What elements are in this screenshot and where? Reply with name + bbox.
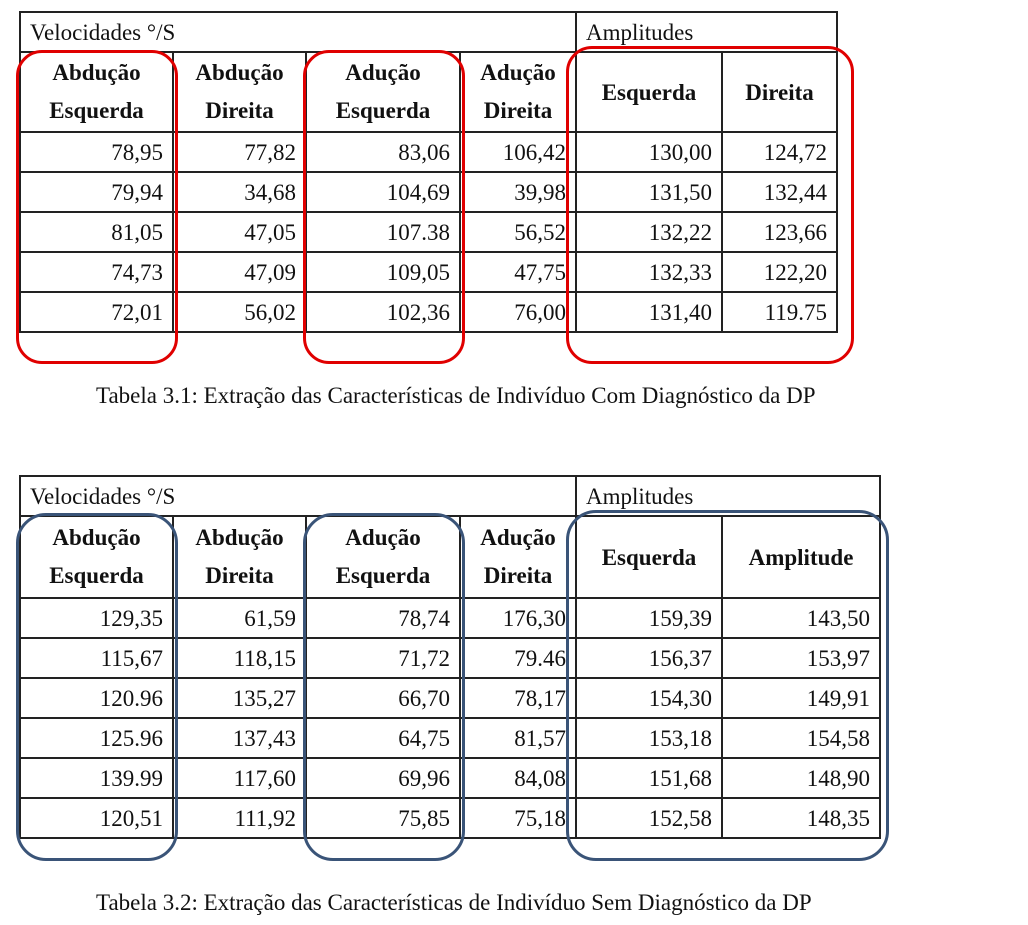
table-row: 120.96 135,27 66,70 78,17 154,30 149,91 — [19, 677, 882, 719]
group-header-velocities: Velocidades °/S — [18, 11, 578, 53]
table-2: Velocidades °/S Amplitudes Abdução Esquer… — [18, 475, 882, 839]
table-cell: 47,09 — [172, 251, 307, 293]
table-cell: 78,17 — [458, 677, 578, 719]
table-cell: 106,42 — [458, 131, 578, 173]
table-cell: 137,43 — [172, 717, 307, 759]
col-header-amplitude: Amplitude — [721, 515, 882, 599]
table-cell: 152,58 — [575, 797, 724, 839]
table-cell: 117,60 — [172, 757, 307, 799]
group-header-amplitudes: Amplitudes — [575, 11, 839, 53]
table-cell: 39,98 — [458, 171, 578, 213]
table-row: 72,01 56,02 102,36 76,00 131,40 119.75 — [19, 291, 839, 333]
table-cell: 131,40 — [575, 291, 724, 333]
table-row: 78,95 77,82 83,06 106,42 130,00 124,72 — [19, 131, 839, 173]
table-cell: 47,05 — [172, 211, 307, 253]
table-cell: 47,75 — [458, 251, 578, 293]
table-cell: 148,35 — [721, 797, 882, 839]
table-cell: 115,67 — [19, 637, 174, 679]
col-header-abducao-direita: Abdução Direita — [172, 515, 307, 599]
table-cell: 81,57 — [458, 717, 578, 759]
group-header-amplitudes: Amplitudes — [575, 475, 882, 517]
table-cell: 78,74 — [305, 597, 461, 639]
table-1: Velocidades °/S Amplitudes Abdução Esquer… — [18, 11, 839, 333]
table-row: 139.99 117,60 69,96 84,08 151,68 148,90 — [19, 757, 882, 799]
table-cell: 77,82 — [172, 131, 307, 173]
table-cell: 148,90 — [721, 757, 882, 799]
col-header-aducao-direita: Adução Direita — [458, 515, 578, 599]
col-header-amp-esquerda: Esquerda — [575, 51, 724, 133]
table-cell: 79,94 — [19, 171, 174, 213]
table-cell: 109,05 — [305, 251, 461, 293]
table-cell: 154,58 — [721, 717, 882, 759]
table-cell: 107.38 — [305, 211, 461, 253]
table-cell: 139.99 — [19, 757, 174, 799]
table-cell: 153,18 — [575, 717, 724, 759]
col-header-abducao-esquerda: Abdução Esquerda — [19, 51, 174, 133]
table-cell: 120,51 — [19, 797, 174, 839]
col-header-abducao-esquerda: Abdução Esquerda — [19, 515, 174, 599]
table-cell: 34,68 — [172, 171, 307, 213]
table-1-caption: Tabela 3.1: Extração das Características… — [96, 383, 816, 408]
table-cell: 135,27 — [172, 677, 307, 719]
table-cell: 75,18 — [458, 797, 578, 839]
table-cell: 151,68 — [575, 757, 724, 799]
table-cell: 83,06 — [305, 131, 461, 173]
table-cell: 122,20 — [721, 251, 839, 293]
table-cell: 153,97 — [721, 637, 882, 679]
col-header-amp-direita: Direita — [721, 51, 839, 133]
table-cell: 102,36 — [305, 291, 461, 333]
table-2-body: 129,35 61,59 78,74 176,30 159,39 143,50 115,67… — [19, 597, 882, 839]
table-cell: 132,44 — [721, 171, 839, 213]
col-header-amp-esquerda: Esquerda — [575, 515, 724, 599]
table-cell: 156,37 — [575, 637, 724, 679]
table-cell: 125.96 — [19, 717, 174, 759]
table-2-caption: Tabela 3.2: Extração das Características… — [96, 890, 812, 915]
col-header-aducao-esquerda: Adução Esquerda — [305, 515, 461, 599]
col-header-abducao-direita: Abdução Direita — [172, 51, 307, 133]
table-row: 74,73 47,09 109,05 47,75 132,33 122,20 — [19, 251, 839, 293]
table-cell: 132,22 — [575, 211, 724, 253]
table-cell: 111,92 — [172, 797, 307, 839]
table-cell: 143,50 — [721, 597, 882, 639]
table-cell: 79.46 — [458, 637, 578, 679]
table-row: 125.96 137,43 64,75 81,57 153,18 154,58 — [19, 717, 882, 759]
table-cell: 66,70 — [305, 677, 461, 719]
table-1-body: 78,95 77,82 83,06 106,42 130,00 124,72 79,94 34… — [19, 131, 839, 333]
table-cell: 129,35 — [19, 597, 174, 639]
table-cell: 154,30 — [575, 677, 724, 719]
table-cell: 132,33 — [575, 251, 724, 293]
table-cell: 176,30 — [458, 597, 578, 639]
table-row: 115,67 118,15 71,72 79.46 156,37 153,97 — [19, 637, 882, 679]
group-header-velocities: Velocidades °/S — [18, 475, 578, 517]
table-cell: 119.75 — [721, 291, 839, 333]
table-cell: 120.96 — [19, 677, 174, 719]
table-cell: 61,59 — [172, 597, 307, 639]
table-row: 79,94 34,68 104,69 39,98 131,50 132,44 — [19, 171, 839, 213]
table-cell: 84,08 — [458, 757, 578, 799]
table-cell: 64,75 — [305, 717, 461, 759]
col-header-aducao-direita: Adução Direita — [458, 51, 578, 133]
table-cell: 76,00 — [458, 291, 578, 333]
table-cell: 74,73 — [19, 251, 174, 293]
table-cell: 118,15 — [172, 637, 307, 679]
table-cell: 69,96 — [305, 757, 461, 799]
table-cell: 149,91 — [721, 677, 882, 719]
table-cell: 75,85 — [305, 797, 461, 839]
table-cell: 131,50 — [575, 171, 724, 213]
table-cell: 124,72 — [721, 131, 839, 173]
col-header-aducao-esquerda: Adução Esquerda — [305, 51, 461, 133]
table-cell: 81,05 — [19, 211, 174, 253]
table-cell: 159,39 — [575, 597, 724, 639]
table-cell: 56,52 — [458, 211, 578, 253]
table-row: 129,35 61,59 78,74 176,30 159,39 143,50 — [19, 597, 882, 639]
table-row: 120,51 111,92 75,85 75,18 152,58 148,35 — [19, 797, 882, 839]
table-row: 81,05 47,05 107.38 56,52 132,22 123,66 — [19, 211, 839, 253]
table-cell: 56,02 — [172, 291, 307, 333]
table-cell: 72,01 — [19, 291, 174, 333]
table-cell: 104,69 — [305, 171, 461, 213]
table-cell: 123,66 — [721, 211, 839, 253]
table-cell: 71,72 — [305, 637, 461, 679]
table-cell: 130,00 — [575, 131, 724, 173]
table-cell: 78,95 — [19, 131, 174, 173]
